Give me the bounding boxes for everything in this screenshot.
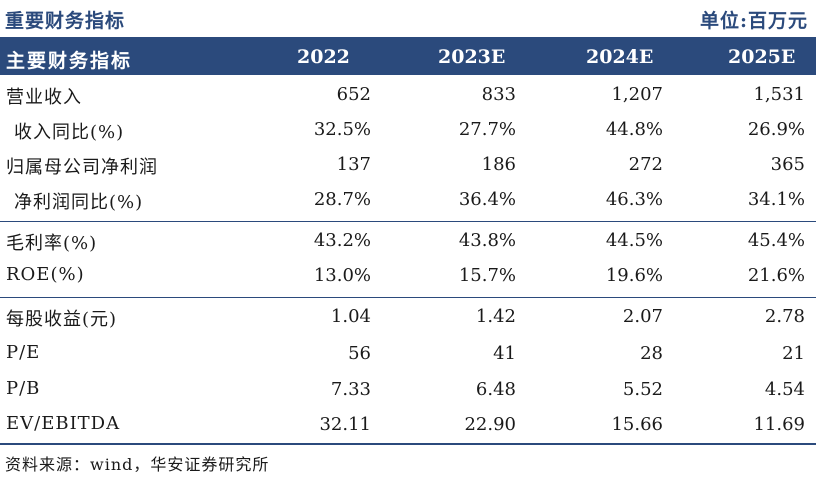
cell-2025e: 21 <box>782 343 805 364</box>
cell-2024e: 28 <box>640 343 663 364</box>
cell-2024e: 46.3% <box>605 189 663 210</box>
header-year-2023e: 2023E <box>438 46 506 68</box>
row-label: 归属母公司净利润 <box>6 157 158 178</box>
cell-2025e: 21.6% <box>747 265 805 286</box>
cell-2023e: 43.8% <box>458 230 516 251</box>
cell-2022: 137 <box>336 154 371 175</box>
header-year-2025e: 2025E <box>728 46 796 68</box>
cell-2025e: 34.1% <box>747 189 805 210</box>
cell-2022: 32.5% <box>313 119 371 140</box>
row-label: 收入同比(%) <box>14 122 125 143</box>
cell-2024e: 2.07 <box>622 306 663 327</box>
table-title-bar: 重要财务指标 单位:百万元 <box>0 0 816 39</box>
row-label: EV/EBITDA <box>6 413 121 434</box>
cell-2025e: 4.54 <box>764 379 805 400</box>
row-label: 营业收入 <box>6 87 82 108</box>
table-title: 重要财务指标 <box>5 10 126 32</box>
cell-2025e: 11.69 <box>753 414 805 435</box>
row-label: 每股收益(元) <box>6 309 118 330</box>
cell-2024e: 15.66 <box>611 414 663 435</box>
cell-2022: 7.33 <box>330 379 371 400</box>
unit-label: 单位:百万元 <box>699 10 808 32</box>
table-row-ev-ebitda: EV/EBITDA 32.11 22.90 15.66 11.69 <box>0 407 816 444</box>
cell-2022: 28.7% <box>313 189 371 210</box>
table-row-pe: P/E 56 41 28 21 <box>0 336 816 373</box>
cell-2023e: 36.4% <box>458 189 516 210</box>
table-header-row: 主要财务指标 2022 2023E 2024E 2025E <box>0 39 816 75</box>
header-year-2024e: 2024E <box>586 46 654 68</box>
table-row-revenue-yoy: 收入同比(%) 32.5% 27.7% 44.8% 26.9% <box>0 112 816 149</box>
cell-2024e: 44.8% <box>605 119 663 140</box>
cell-2023e: 833 <box>481 84 516 105</box>
cell-2023e: 41 <box>493 343 516 364</box>
cell-2022: 43.2% <box>313 230 371 251</box>
row-label: P/B <box>6 378 41 399</box>
cell-2022: 32.11 <box>319 414 371 435</box>
table-row-net-profit-yoy: 净利润同比(%) 28.7% 36.4% 46.3% 34.1% <box>0 182 816 219</box>
header-label: 主要财务指标 <box>6 50 133 72</box>
row-label: 毛利率(%) <box>6 233 98 254</box>
cell-2022: 1.04 <box>330 306 371 327</box>
cell-2022: 13.0% <box>313 265 371 286</box>
cell-2025e: 365 <box>770 154 805 175</box>
cell-2024e: 1,207 <box>611 84 663 105</box>
cell-2022: 56 <box>348 343 371 364</box>
cell-2024e: 5.52 <box>622 379 663 400</box>
table-bottom-border <box>0 443 816 445</box>
cell-2025e: 45.4% <box>747 230 805 251</box>
cell-2023e: 15.7% <box>458 265 516 286</box>
cell-2023e: 22.90 <box>464 414 516 435</box>
row-label: ROE(%) <box>6 264 85 285</box>
cell-2023e: 6.48 <box>475 379 516 400</box>
cell-2022: 652 <box>336 84 371 105</box>
row-label: 净利润同比(%) <box>14 192 144 213</box>
cell-2025e: 26.9% <box>747 119 805 140</box>
source-note: 资料来源：wind，华安证券研究所 <box>5 455 270 474</box>
cell-2025e: 2.78 <box>764 306 805 327</box>
cell-2024e: 44.5% <box>605 230 663 251</box>
header-year-2022: 2022 <box>297 46 350 68</box>
table-row-pb: P/B 7.33 6.48 5.52 4.54 <box>0 372 816 409</box>
cell-2024e: 272 <box>628 154 663 175</box>
cell-2023e: 27.7% <box>458 119 516 140</box>
section-divider <box>0 221 816 222</box>
table-row-revenue: 营业收入 652 833 1,207 1,531 <box>0 77 816 114</box>
table-row-gross-margin: 毛利率(%) 43.2% 43.8% 44.5% 45.4% <box>0 223 816 260</box>
cell-2024e: 19.6% <box>605 265 663 286</box>
cell-2025e: 1,531 <box>753 84 805 105</box>
section-divider <box>0 297 816 298</box>
table-row-eps: 每股收益(元) 1.04 1.42 2.07 2.78 <box>0 299 816 336</box>
cell-2023e: 1.42 <box>475 306 516 327</box>
table-row-net-profit: 归属母公司净利润 137 186 272 365 <box>0 147 816 184</box>
row-label: P/E <box>6 342 41 363</box>
cell-2023e: 186 <box>481 154 516 175</box>
table-row-roe: ROE(%) 13.0% 15.7% 19.6% 21.6% <box>0 258 816 295</box>
